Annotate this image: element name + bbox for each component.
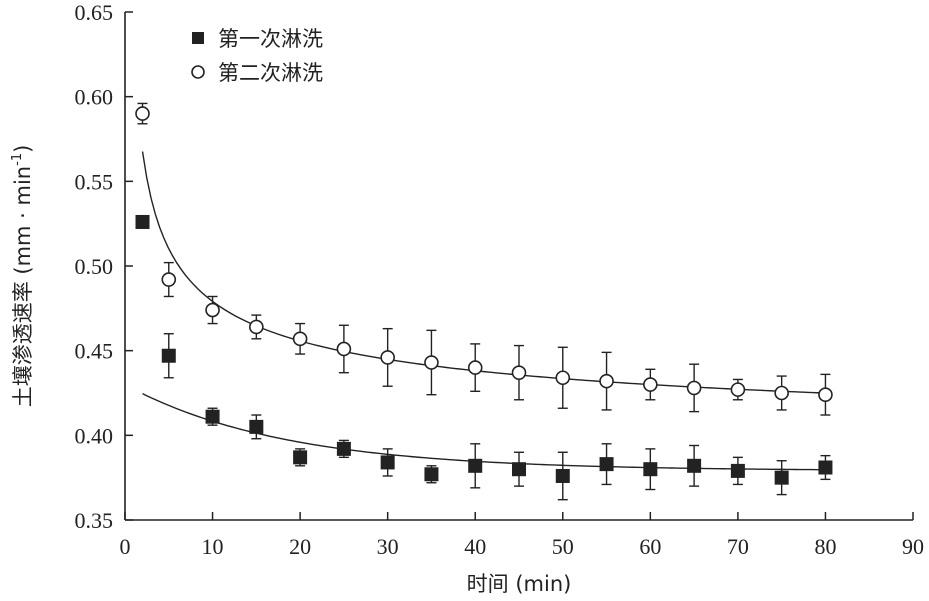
x-tick-label-9: 90 bbox=[902, 534, 924, 559]
point-s2-9 bbox=[511, 365, 527, 380]
point-s2-3 bbox=[249, 319, 264, 335]
point-s2-4 bbox=[292, 331, 308, 347]
y-tick-label-6: 0.65 bbox=[75, 0, 114, 25]
y-tick-label-1: 0.40 bbox=[75, 423, 114, 448]
y-axis-title-close: ) bbox=[11, 145, 35, 153]
y-tick-label-0: 0.35 bbox=[75, 508, 114, 533]
x-tick-label-8: 80 bbox=[814, 534, 836, 559]
point-s1-10 bbox=[555, 468, 570, 483]
x-tick-label-1: 10 bbox=[202, 534, 224, 559]
point-s1-14 bbox=[730, 463, 745, 478]
x-tick-label-3: 30 bbox=[377, 534, 399, 559]
point-s2-8 bbox=[467, 360, 483, 375]
x-tick-label-5: 50 bbox=[552, 534, 574, 559]
point-s1-5 bbox=[336, 441, 351, 456]
point-s1-13 bbox=[687, 458, 702, 473]
point-s2-12 bbox=[643, 377, 658, 392]
point-s2-15 bbox=[774, 385, 789, 401]
point-s1-15 bbox=[774, 470, 789, 485]
point-s2-13 bbox=[686, 380, 702, 396]
x-tick-label-7: 70 bbox=[727, 534, 749, 559]
fit-curve-2 bbox=[141, 151, 826, 394]
x-tick-label-2: 20 bbox=[289, 534, 311, 559]
data-markers bbox=[135, 106, 833, 485]
legend-marker-2 bbox=[191, 65, 205, 79]
point-s2-11 bbox=[599, 373, 614, 389]
point-s1-12 bbox=[643, 462, 658, 477]
point-s1-3 bbox=[249, 419, 264, 434]
y-axis-title-main: 土壤渗透速率 (mm · min bbox=[11, 166, 35, 407]
axes: 0 10 20 30 40 50 60 70 80 90 0.35 0.40 0.45 0.50 0.55 0… bbox=[75, 0, 925, 559]
y-axis-title-sup: -1 bbox=[10, 153, 25, 166]
y-tick-label-5: 0.60 bbox=[75, 85, 114, 110]
x-tick-label-0: 0 bbox=[120, 534, 131, 559]
legend-label-1: 第一次淋洗 bbox=[218, 27, 323, 51]
point-s2-1 bbox=[161, 272, 177, 287]
y-tick-label-3: 0.50 bbox=[75, 254, 114, 279]
error-bars bbox=[137, 102, 831, 501]
point-s1-16 bbox=[818, 460, 833, 475]
point-s1-0 bbox=[135, 214, 150, 229]
y-tick-label-4: 0.55 bbox=[75, 169, 114, 194]
point-s1-4 bbox=[293, 450, 308, 465]
point-s2-16 bbox=[818, 387, 833, 402]
point-s2-5 bbox=[336, 341, 352, 357]
point-s2-7 bbox=[424, 355, 439, 370]
point-s2-0 bbox=[135, 106, 150, 121]
point-s1-8 bbox=[468, 458, 483, 473]
y-axis-title: 土壤渗透速率 (mm · min-1) bbox=[10, 145, 35, 408]
point-s1-6 bbox=[380, 455, 395, 470]
x-tick-label-4: 40 bbox=[464, 534, 486, 559]
point-s2-2 bbox=[205, 302, 220, 318]
x-axis-title: 时间 (min) bbox=[467, 572, 572, 596]
point-s1-9 bbox=[512, 462, 526, 477]
legend-marker-1 bbox=[192, 32, 204, 44]
y-tick-label-2: 0.45 bbox=[75, 339, 114, 364]
x-tick-label-6: 60 bbox=[639, 534, 661, 559]
point-s2-14 bbox=[730, 382, 746, 397]
point-s1-1 bbox=[161, 348, 176, 363]
point-s1-11 bbox=[599, 457, 614, 472]
point-s2-10 bbox=[555, 370, 571, 386]
fit-curves bbox=[141, 151, 826, 471]
point-s1-2 bbox=[205, 409, 220, 424]
point-s1-7 bbox=[424, 467, 439, 482]
fit-curve-1 bbox=[142, 393, 826, 471]
legend-label-2: 第二次淋洗 bbox=[218, 61, 323, 85]
point-s2-6 bbox=[380, 350, 395, 365]
